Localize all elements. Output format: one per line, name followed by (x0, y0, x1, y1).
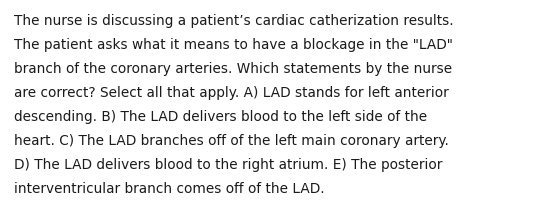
Text: D) The LAD delivers blood to the right atrium. E) The posterior: D) The LAD delivers blood to the right a… (14, 158, 442, 172)
Text: The nurse is discussing a patient’s cardiac catherization results.: The nurse is discussing a patient’s card… (14, 14, 454, 28)
Text: are correct? Select all that apply. A) LAD stands for left anterior: are correct? Select all that apply. A) L… (14, 86, 449, 100)
Text: The patient asks what it means to have a blockage in the "LAD": The patient asks what it means to have a… (14, 38, 453, 52)
Text: descending. B) The LAD delivers blood to the left side of the: descending. B) The LAD delivers blood to… (14, 110, 427, 124)
Text: branch of the coronary arteries. Which statements by the nurse: branch of the coronary arteries. Which s… (14, 62, 452, 76)
Text: heart. C) The LAD branches off of the left main coronary artery.: heart. C) The LAD branches off of the le… (14, 134, 449, 148)
Text: interventricular branch comes off of the LAD.: interventricular branch comes off of the… (14, 182, 325, 196)
